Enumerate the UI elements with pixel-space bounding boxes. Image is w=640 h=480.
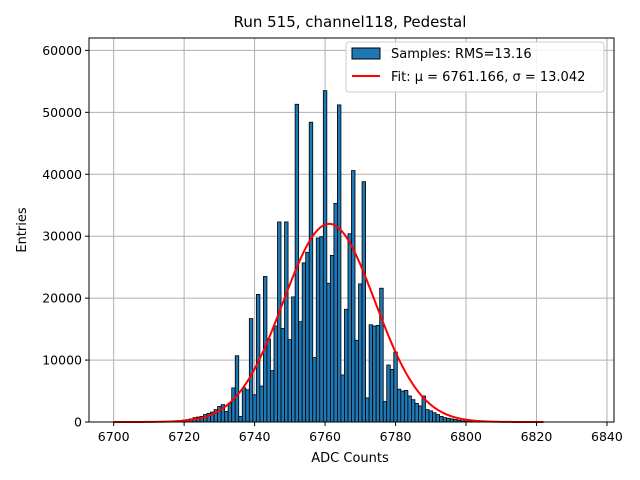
histogram-bar xyxy=(234,355,240,423)
histogram-bar xyxy=(305,251,310,423)
histogram-bar xyxy=(291,296,296,423)
histogram-bar xyxy=(382,401,388,423)
x-tick-label: 6840 xyxy=(591,429,623,444)
histogram-bar xyxy=(372,325,377,423)
legend: Samples: RMS=13.16 Fit: μ = 6761.166, σ … xyxy=(345,41,605,93)
histogram-bar xyxy=(386,364,391,423)
y-tick-label: 40000 xyxy=(42,167,82,182)
histogram-bar xyxy=(248,318,254,423)
histogram-bar xyxy=(333,202,338,423)
histogram-bar xyxy=(301,262,307,423)
histogram-bar xyxy=(266,338,271,423)
legend-samples-swatch xyxy=(351,47,381,60)
fit-curve-group xyxy=(113,222,544,423)
histogram-bar xyxy=(407,395,412,423)
histogram-bar xyxy=(326,282,331,423)
histogram-bar xyxy=(403,390,409,423)
histogram-bar xyxy=(432,412,437,423)
y-tick-label: 10000 xyxy=(42,353,82,368)
histogram-bar xyxy=(435,414,440,423)
histogram-bar xyxy=(231,387,236,423)
histogram-bar xyxy=(351,170,356,423)
x-axis-label: ADC Counts xyxy=(311,451,389,466)
legend-fit-label: Fit: μ = 6761.166, σ = 13.042 xyxy=(391,70,585,85)
histogram-bar xyxy=(439,416,444,423)
histogram-bar xyxy=(322,90,328,423)
x-tick-label: 6760 xyxy=(309,429,341,444)
histogram-bar xyxy=(308,121,314,423)
x-tick-label: 6820 xyxy=(521,429,553,444)
x-tick-label: 6740 xyxy=(239,429,271,444)
histogram-bar xyxy=(319,236,324,423)
histogram-bar xyxy=(368,324,374,423)
histogram-bar xyxy=(344,308,349,423)
histogram-bar xyxy=(284,221,289,423)
legend-box xyxy=(345,41,605,93)
histogram-bar xyxy=(329,254,335,423)
histogram-bar xyxy=(400,390,405,423)
histogram-bar xyxy=(245,389,250,423)
plot-frame xyxy=(88,37,615,423)
x-tick-label: 6700 xyxy=(98,429,130,444)
histogram-bar xyxy=(446,417,451,423)
histogram-bar xyxy=(315,237,321,423)
chart-title: Run 515, channel118, Pedestal xyxy=(234,13,467,31)
histogram-bar xyxy=(280,328,285,423)
histogram-bar xyxy=(393,351,398,423)
y-tick-label: 0 xyxy=(74,415,82,430)
x-tick-label: 6720 xyxy=(168,429,200,444)
histogram-bar xyxy=(312,357,317,423)
histogram-bar xyxy=(224,411,229,423)
histogram-bar xyxy=(238,416,243,423)
histogram-bar xyxy=(337,104,342,423)
y-tick-label: 50000 xyxy=(42,105,82,120)
y-axis: 0 10000 20000 30000 40000 50000 60000 xyxy=(42,43,89,430)
x-axis: 6700 6720 6740 6760 6780 6800 6820 6840 xyxy=(98,422,623,444)
histogram-bar xyxy=(358,283,363,423)
histogram-bar xyxy=(354,339,359,423)
histogram-bar xyxy=(270,370,275,423)
histogram-bar xyxy=(273,325,278,423)
histogram-bar xyxy=(252,394,257,423)
histogram-bar xyxy=(375,324,381,423)
histogram-bar xyxy=(389,368,395,423)
histogram-bar xyxy=(379,287,384,423)
fit-curve xyxy=(113,222,544,423)
histogram-bar xyxy=(414,403,419,423)
histogram-bar xyxy=(365,397,370,423)
y-axis-label: Entries xyxy=(15,207,30,253)
histogram-bar xyxy=(428,410,433,423)
histogram-bar xyxy=(227,403,233,423)
histogram-bar xyxy=(347,233,352,423)
histogram-bar xyxy=(277,221,282,423)
histogram-bar xyxy=(298,321,303,423)
histogram-bar xyxy=(425,409,430,423)
histogram-bar xyxy=(418,405,423,423)
x-tick-label: 6780 xyxy=(380,429,412,444)
histogram-bar xyxy=(442,417,448,423)
histogram-bar xyxy=(396,388,402,423)
x-tick-label: 6800 xyxy=(450,429,482,444)
histogram-bar xyxy=(361,181,366,423)
histogram-bar xyxy=(241,387,247,423)
y-tick-label: 20000 xyxy=(42,291,82,306)
histogram-bar xyxy=(259,385,264,423)
histogram-bar xyxy=(410,399,416,423)
legend-samples-label: Samples: RMS=13.16 xyxy=(391,47,532,62)
histogram-bar xyxy=(340,374,345,423)
y-tick-label: 60000 xyxy=(42,43,82,58)
y-tick-label: 30000 xyxy=(42,229,82,244)
histogram-bar xyxy=(287,339,293,423)
